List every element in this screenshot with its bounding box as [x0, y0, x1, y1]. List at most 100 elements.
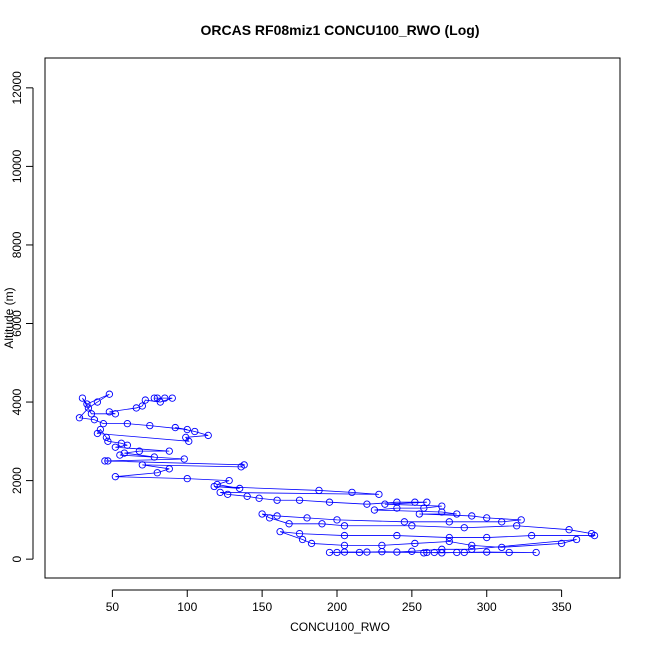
data-point: [453, 510, 461, 518]
data-point: [168, 394, 176, 402]
data-point: [565, 526, 573, 534]
data-point: [370, 506, 379, 514]
data-point: [243, 492, 251, 500]
data-point: [307, 539, 316, 548]
data-point: [590, 531, 599, 540]
data-point: [498, 518, 506, 526]
y-tick-label: 10000: [10, 149, 24, 183]
data-point: [141, 396, 149, 404]
x-axis-label: CONCU100_RWO: [290, 620, 390, 634]
data-point: [468, 541, 476, 550]
data-point: [325, 498, 334, 506]
data-point: [557, 539, 566, 548]
data-point: [378, 548, 386, 556]
data-point: [517, 516, 525, 524]
data-point: [273, 512, 281, 520]
data-point: [273, 496, 281, 504]
data-point: [363, 500, 371, 508]
data-point: [120, 449, 129, 457]
data-point: [363, 548, 371, 556]
data-point: [498, 543, 506, 552]
data-point: [258, 510, 266, 518]
data-point: [216, 488, 224, 497]
y-tick-label: 0: [10, 555, 24, 562]
data-point: [325, 548, 334, 557]
data-point: [185, 437, 193, 445]
data-line: [78, 393, 596, 554]
data-point: [104, 437, 112, 445]
y-tick-label: 12000: [10, 71, 24, 105]
data-point: [445, 537, 453, 546]
data-point: [340, 531, 349, 540]
data-point: [204, 431, 212, 440]
data-point: [438, 508, 446, 516]
data-point: [102, 433, 111, 442]
data-point: [90, 416, 99, 424]
data-point: [93, 398, 102, 406]
data-point: [276, 528, 284, 536]
data-point: [123, 419, 132, 428]
data-point: [468, 545, 476, 553]
x-tick-label: 200: [327, 600, 347, 614]
data-point: [411, 539, 419, 548]
data-point: [265, 514, 274, 522]
data-point: [408, 547, 416, 555]
data-point: [355, 548, 364, 557]
data-point: [438, 502, 446, 510]
plot-box: [44, 57, 621, 579]
data-point: [303, 514, 311, 522]
data-point: [224, 490, 232, 498]
y-tick-label: 4000: [10, 388, 24, 415]
data-point: [111, 443, 120, 451]
data-point: [438, 545, 446, 553]
data-point: [445, 533, 453, 542]
y-tick-label: 2000: [10, 467, 24, 494]
data-point: [105, 390, 114, 398]
data-point: [423, 548, 431, 557]
chart-title: ORCAS RF08miz1 CONCU100_RWO (Log): [200, 22, 479, 38]
data-point: [318, 520, 326, 528]
data-point: [483, 533, 491, 542]
data-point: [393, 531, 401, 540]
data-point: [236, 484, 244, 493]
data-point: [116, 451, 124, 459]
data-point: [180, 455, 188, 463]
data-point: [150, 453, 158, 461]
data-point: [438, 549, 446, 557]
data-point: [237, 463, 245, 471]
data-point: [295, 529, 304, 538]
data-point: [453, 548, 461, 557]
data-point: [99, 419, 108, 428]
data-point: [156, 398, 164, 406]
data-point: [298, 535, 307, 544]
data-point: [123, 441, 132, 449]
data-point: [191, 427, 199, 436]
data-point: [285, 520, 293, 528]
x-tick-label: 100: [177, 600, 197, 614]
data-point: [111, 473, 120, 481]
data-point: [165, 447, 173, 455]
data-point: [75, 414, 84, 422]
data-point: [96, 425, 105, 434]
data-point: [340, 548, 349, 556]
data-point: [87, 410, 96, 418]
data-point: [408, 522, 416, 530]
data-point: [528, 531, 536, 540]
data-point: [532, 548, 540, 557]
data-point: [138, 461, 146, 469]
data-point: [445, 518, 453, 526]
x-tick-label: 350: [552, 600, 572, 614]
data-point: [333, 548, 341, 557]
data-point: [104, 457, 112, 465]
y-tick-label: 6000: [10, 310, 24, 337]
data-point: [411, 498, 419, 506]
data-point: [210, 482, 218, 491]
data-point: [153, 469, 161, 477]
data-point: [393, 504, 401, 512]
data-point: [420, 549, 428, 557]
data-point: [415, 510, 423, 518]
data-point: [161, 394, 169, 402]
x-tick-label: 150: [252, 600, 272, 614]
data-point: [78, 394, 87, 402]
